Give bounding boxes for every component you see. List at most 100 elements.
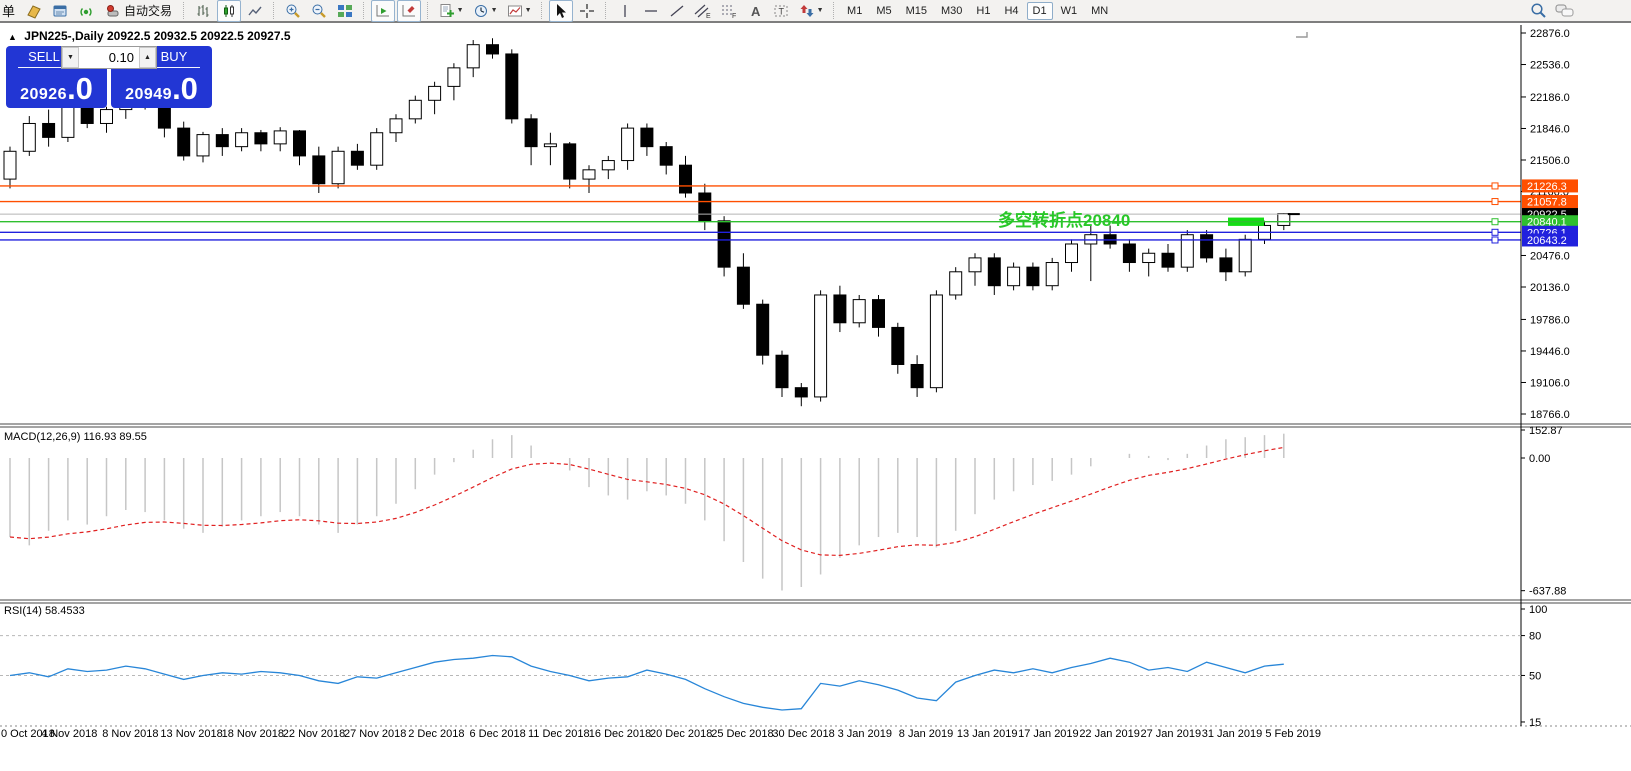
candle: [100, 109, 113, 124]
new-order-icon[interactable]: [22, 0, 46, 22]
shift-marker-icon[interactable]: [1296, 32, 1308, 38]
line-chart-icon[interactable]: [243, 0, 267, 22]
chat-icon[interactable]: [1555, 3, 1575, 19]
timeframe-M1[interactable]: M1: [847, 4, 863, 17]
horizontal-line-icon: [645, 9, 658, 12]
vertical-line-icon: [624, 4, 626, 17]
candle: [42, 122, 56, 138]
equidistant-channel-tool[interactable]: E: [691, 0, 715, 22]
timeframe-M5[interactable]: M5: [876, 4, 892, 17]
cropped-toolbar-text: 单: [2, 4, 16, 19]
price-tick: 19446.0: [1530, 346, 1570, 358]
candlestick-chart-icon[interactable]: [217, 0, 242, 22]
buy-label: BUY: [148, 46, 200, 68]
svg-text:A: A: [751, 4, 761, 19]
sell-button[interactable]: SELL 20926.0: [6, 46, 107, 108]
arrows-menu[interactable]: ▼: [795, 0, 827, 22]
timeframe-M30[interactable]: M30: [941, 4, 963, 17]
crosshair-tool[interactable]: [575, 0, 599, 22]
candle: [659, 146, 673, 166]
autotrading-button[interactable]: 自动交易: [100, 0, 177, 22]
candle: [408, 99, 422, 120]
volume-increase-button[interactable]: ▲: [139, 47, 156, 68]
date-label: 4 Nov 2018: [41, 728, 98, 740]
volume-input[interactable]: 0.10: [79, 47, 139, 68]
candle: [582, 169, 596, 180]
signals-icon: [80, 7, 92, 16]
candle: [679, 164, 692, 194]
search-icon[interactable]: [1530, 2, 1547, 19]
bar-chart-icon[interactable]: [191, 0, 215, 22]
text-label-tool[interactable]: T: [769, 0, 793, 22]
zoom-in-icon[interactable]: [281, 0, 305, 22]
template-icon: [507, 5, 522, 16]
timeframe-H1[interactable]: H1: [976, 4, 991, 17]
candle: [235, 132, 249, 148]
hline-handle: [1491, 218, 1499, 226]
toolbar-separator: [605, 2, 607, 19]
chart-title: ▲ JPN225-,Daily 20922.5 20932.5 20922.5 …: [8, 29, 291, 43]
fibonacci-icon: F: [722, 5, 736, 19]
trendline-tool[interactable]: [665, 0, 689, 22]
chevron-down-icon: ▼: [524, 7, 532, 14]
candle: [505, 53, 519, 120]
candle: [22, 122, 36, 152]
price-tick: 22876.0: [1530, 28, 1570, 40]
zoom-out-icon[interactable]: [307, 0, 331, 22]
candle: [389, 118, 403, 134]
indicators-menu[interactable]: ▼: [435, 0, 467, 22]
horizontal-line-tool[interactable]: [639, 0, 663, 22]
signals-icon[interactable]: [74, 0, 98, 22]
tile-windows-icon[interactable]: [333, 0, 357, 22]
collapse-arrow-icon[interactable]: ▲: [8, 32, 17, 42]
zoom-out-icon: [312, 4, 326, 18]
toolbar-separator: [273, 2, 275, 19]
price-tick: 19786.0: [1530, 314, 1570, 326]
timeframe-H4[interactable]: H4: [1004, 4, 1019, 17]
svg-text:E: E: [706, 13, 711, 19]
toolbar-separator: [183, 2, 185, 19]
vertical-line-tool[interactable]: [613, 0, 637, 22]
date-label: 27 Nov 2018: [343, 728, 407, 740]
macd-signal-line: [9, 446, 1284, 557]
timeframe-D1[interactable]: D1: [1026, 1, 1053, 20]
sell-label: SELL: [18, 46, 70, 68]
price-tick: 21506.0: [1530, 155, 1570, 167]
chevron-down-icon: ▼: [456, 7, 464, 14]
date-label: 31 Jan 2019: [1201, 728, 1263, 740]
timeframe-MN[interactable]: MN: [1091, 4, 1109, 17]
svg-text:20840.1: 20840.1: [1527, 217, 1567, 229]
periods-menu[interactable]: ▼: [469, 0, 501, 22]
candle: [833, 294, 847, 324]
timeframe-M15[interactable]: M15: [905, 4, 927, 17]
price-tick: 21846.0: [1530, 123, 1570, 135]
hline-handle: [1491, 228, 1499, 236]
one-click-trading-panel: SELL 20926.0 BUY 20949.0 ▼ 0.10 ▲: [6, 46, 212, 108]
arrows-icon: [800, 4, 814, 17]
date-label: 25 Dec 2018: [711, 728, 774, 740]
candle: [1142, 252, 1156, 264]
candle: [3, 150, 17, 180]
chart-plot[interactable]: 22876.022536.022186.021846.021506.021166…: [0, 25, 1631, 771]
time-axis[interactable]: 0 Oct 2018 4 Nov 2018 8 Nov 2018 13 Nov 201…: [0, 728, 1631, 744]
date-label: 11 Dec 2018: [528, 728, 590, 740]
templates-menu[interactable]: ▼: [503, 0, 535, 22]
chart-shift-icon[interactable]: [397, 0, 422, 22]
candle: [563, 143, 577, 180]
candle: [698, 192, 712, 222]
svg-text:T: T: [779, 6, 785, 16]
fibonacci-tool[interactable]: F: [717, 0, 741, 22]
date-label: 17 Jan 2019: [1018, 728, 1079, 740]
rsi-tick: 15: [1529, 717, 1541, 729]
text-icon: A: [751, 4, 761, 19]
auto-scroll-icon[interactable]: [371, 0, 396, 22]
cursor-tool[interactable]: [549, 0, 574, 22]
metaeditor-icon[interactable]: [48, 0, 72, 22]
date-label: 6 Dec 2018: [469, 728, 526, 740]
text-tool[interactable]: A: [743, 0, 767, 22]
trendline-icon: [670, 5, 684, 16]
timeframe-W1[interactable]: W1: [1060, 4, 1078, 17]
axis-price-label: [1522, 179, 1578, 193]
date-label: 13 Jan 2019: [956, 728, 1018, 740]
volume-decrease-button[interactable]: ▼: [62, 47, 79, 68]
